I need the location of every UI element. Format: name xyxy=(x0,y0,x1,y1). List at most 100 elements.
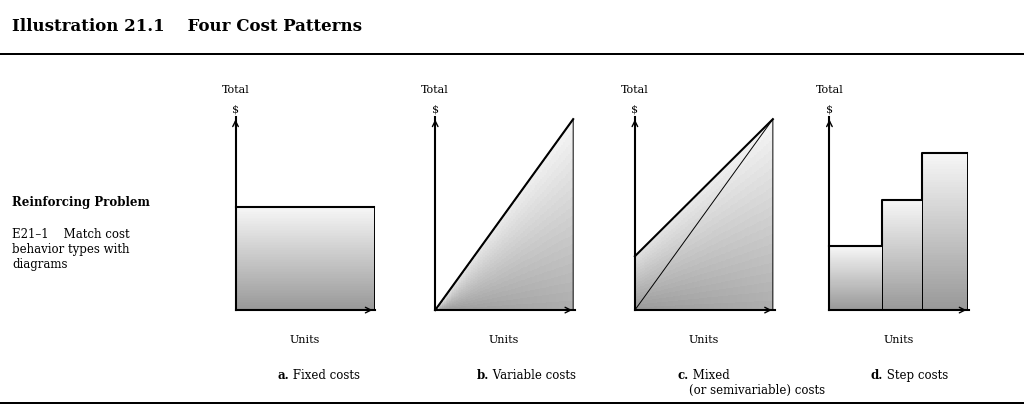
Bar xyxy=(650,282,652,286)
Bar xyxy=(547,295,549,302)
Bar xyxy=(675,231,676,235)
Bar xyxy=(563,151,564,160)
Bar xyxy=(688,235,690,241)
Bar xyxy=(754,258,756,267)
Bar xyxy=(668,297,670,302)
Bar xyxy=(551,198,553,206)
Bar xyxy=(683,234,685,239)
Bar xyxy=(882,226,922,227)
Bar xyxy=(516,237,518,243)
Bar xyxy=(680,231,681,236)
Bar xyxy=(759,168,761,177)
Bar xyxy=(547,279,549,287)
Bar xyxy=(723,254,725,261)
Bar xyxy=(693,220,695,226)
Bar xyxy=(571,150,573,159)
Bar xyxy=(445,298,447,299)
Bar xyxy=(488,266,490,269)
Bar xyxy=(526,202,528,209)
Bar xyxy=(725,224,726,231)
Bar xyxy=(678,228,680,233)
Bar xyxy=(528,297,530,304)
Bar xyxy=(460,278,461,280)
Bar xyxy=(643,279,645,282)
Bar xyxy=(518,264,520,270)
Bar xyxy=(702,256,703,262)
Bar xyxy=(714,264,716,270)
Bar xyxy=(663,282,665,286)
Bar xyxy=(723,275,725,282)
Bar xyxy=(711,304,713,310)
Bar xyxy=(480,273,481,276)
Bar xyxy=(741,286,743,294)
Bar xyxy=(733,242,735,249)
Bar xyxy=(697,229,698,235)
Bar xyxy=(675,296,676,301)
Bar xyxy=(738,185,740,193)
Bar xyxy=(498,267,499,271)
Bar xyxy=(695,304,697,310)
Bar xyxy=(673,264,675,269)
Bar xyxy=(675,254,676,259)
Bar xyxy=(554,228,556,236)
Bar xyxy=(721,191,723,198)
Bar xyxy=(559,250,561,259)
Bar xyxy=(746,252,749,260)
Bar xyxy=(685,289,687,295)
Bar xyxy=(743,181,745,189)
Bar xyxy=(445,305,447,306)
Bar xyxy=(706,254,708,260)
Bar xyxy=(463,304,465,306)
Bar xyxy=(558,268,559,276)
Bar xyxy=(693,282,695,288)
Bar xyxy=(695,253,697,259)
Bar xyxy=(751,259,753,268)
Bar xyxy=(496,277,498,281)
Bar xyxy=(751,192,753,200)
Bar xyxy=(534,195,536,201)
Bar xyxy=(660,255,663,258)
Bar xyxy=(708,260,709,266)
Bar xyxy=(922,263,968,266)
Bar xyxy=(236,243,374,245)
Bar xyxy=(723,225,725,233)
Bar xyxy=(768,264,769,273)
Bar xyxy=(733,204,735,212)
Bar xyxy=(693,198,695,204)
Bar xyxy=(690,266,692,272)
Bar xyxy=(544,257,546,265)
Bar xyxy=(645,278,647,281)
Bar xyxy=(698,293,700,298)
Bar xyxy=(553,262,554,270)
Bar xyxy=(676,296,678,301)
Bar xyxy=(236,296,374,298)
Bar xyxy=(829,269,882,270)
Bar xyxy=(485,248,487,251)
Bar xyxy=(509,264,511,269)
Bar xyxy=(460,307,461,308)
Bar xyxy=(503,264,504,268)
Bar xyxy=(551,158,553,166)
Bar xyxy=(731,280,733,288)
Bar xyxy=(709,189,711,195)
Bar xyxy=(549,239,551,247)
Bar xyxy=(442,302,443,303)
Bar xyxy=(465,286,466,288)
Bar xyxy=(766,135,768,144)
Bar xyxy=(716,202,718,209)
Bar xyxy=(506,237,508,242)
Bar xyxy=(637,260,638,263)
Bar xyxy=(698,204,700,211)
Bar xyxy=(654,281,655,285)
Bar xyxy=(640,295,642,298)
Bar xyxy=(544,220,546,227)
Bar xyxy=(769,132,771,141)
Bar xyxy=(681,250,683,255)
Bar xyxy=(546,195,547,203)
Bar xyxy=(487,306,488,310)
Bar xyxy=(463,295,465,297)
Bar xyxy=(461,297,463,299)
Bar xyxy=(660,238,663,242)
Bar xyxy=(668,254,670,258)
Bar xyxy=(470,282,471,284)
